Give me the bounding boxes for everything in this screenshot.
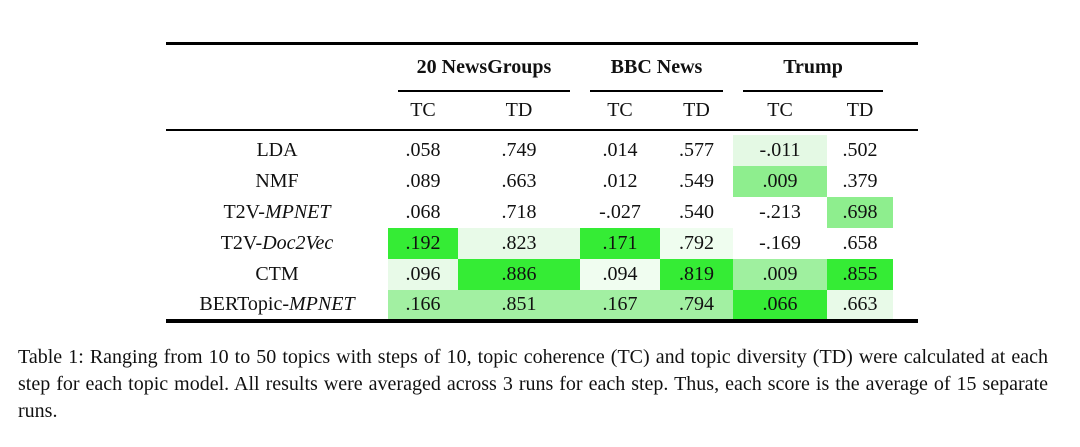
cmidrule-20newsgroups: 20 NewsGroups: [398, 45, 570, 92]
score-cell: .549: [679, 170, 714, 192]
score-cell: .192: [388, 228, 458, 259]
score-cell: .823: [458, 228, 580, 259]
results-table: 20 NewsGroups BBC News Trump: [166, 42, 919, 323]
spacer-cell: [893, 92, 919, 131]
score-cell: .792: [660, 228, 734, 259]
score-cell: .066: [733, 290, 828, 321]
model-name-prefix: T2V-: [220, 232, 263, 254]
spacer-cell: [893, 44, 918, 93]
score-cell: .663: [827, 290, 894, 321]
score-cell: .096: [388, 259, 458, 290]
score-cell: .166: [388, 290, 458, 321]
score-cell: .663: [501, 170, 537, 192]
subheader-20ng-tc: TC: [388, 92, 458, 131]
score-cell: .502: [842, 139, 878, 161]
score-cell: .855: [827, 259, 894, 290]
model-name: T2V-MPNET: [166, 197, 388, 228]
score-cell: .058: [405, 139, 441, 161]
model-name-prefix: NMF: [255, 170, 299, 192]
score-cell: .577: [679, 139, 714, 161]
score-cell: .167: [580, 290, 660, 321]
table-row: CTM .096.886.094.819.009.855: [166, 259, 918, 290]
score-cell: .658: [842, 232, 878, 254]
model-name-italic: MPNET: [264, 201, 331, 223]
model-name: CTM: [166, 259, 388, 290]
score-cell: .012: [602, 170, 638, 192]
sub-header-row: TC TD TC TD TC TD: [166, 92, 919, 131]
subheader-trump-td: TD: [827, 92, 894, 131]
score-cell: .698: [827, 197, 894, 228]
model-name-prefix: BERTopic-: [199, 293, 290, 315]
score-cell: .749: [501, 139, 537, 161]
score-cell: .379: [842, 170, 878, 192]
table-row: T2V-MPNET .068 .718 -.027 .540 -.213 .698: [166, 197, 918, 228]
subheader-trump-tc: TC: [733, 92, 828, 131]
group-label-bbc-news: BBC News: [610, 56, 703, 78]
model-column-header-empty: [166, 44, 388, 93]
group-label-trump: Trump: [783, 56, 843, 78]
score-cell: -.011: [733, 135, 828, 166]
score-cell: .540: [679, 201, 714, 223]
cmidrule-trump: Trump: [743, 45, 884, 92]
spacer-cell: [893, 228, 918, 259]
score-cell: .089: [405, 170, 441, 192]
spacer-cell: [893, 135, 918, 166]
model-name-prefix: T2V-: [223, 201, 265, 223]
cmidrule-bbc-news: BBC News: [590, 45, 724, 92]
score-cell: .171: [580, 228, 660, 259]
score-cell: .886: [458, 259, 580, 290]
score-cell: -.169: [759, 232, 801, 254]
model-name-prefix: LDA: [256, 139, 298, 161]
model-name-prefix: CTM: [255, 263, 299, 285]
spacer-cell: [893, 259, 918, 290]
spacer-cell: [893, 290, 918, 321]
spacer-cell: [893, 197, 918, 228]
model-name: BERTopic-MPNET: [166, 290, 388, 321]
score-cell: -.027: [599, 201, 641, 223]
group-header-row: 20 NewsGroups BBC News Trump: [166, 44, 918, 93]
score-cell: -.213: [759, 201, 801, 223]
group-header-20newsgroups: 20 NewsGroups: [388, 44, 580, 92]
score-cell: .851: [458, 290, 580, 321]
model-name-italic: Doc2Vec: [262, 232, 334, 254]
group-label-20newsgroups: 20 NewsGroups: [416, 56, 552, 78]
model-name: NMF: [166, 166, 388, 197]
model-name: LDA: [166, 135, 388, 166]
group-header-bbc-news: BBC News: [580, 44, 733, 92]
model-name-italic: MPNET: [289, 293, 355, 315]
score-cell: .718: [501, 201, 537, 223]
table-row: NMF .089 .663 .012 .549 .009 .379: [166, 166, 918, 197]
score-cell: .068: [405, 201, 441, 223]
score-cell: .794: [660, 290, 734, 321]
score-cell: .819: [660, 259, 734, 290]
score-cell: .009: [733, 259, 828, 290]
subheader-bbc-td: TD: [660, 92, 734, 131]
table-row: LDA .058 .749 .014 .577 -.011 .502: [166, 135, 918, 166]
topic-model-scores-table: 20 NewsGroups BBC News Trump: [166, 42, 919, 323]
subheader-20ng-td: TD: [458, 92, 580, 131]
table-row: T2V-Doc2Vec .192.823.171.792 -.169.658: [166, 228, 918, 259]
model-name: T2V-Doc2Vec: [166, 228, 388, 259]
score-cell: .009: [733, 166, 828, 197]
spacer-cell: [893, 166, 918, 197]
score-cell: .094: [580, 259, 660, 290]
group-header-trump: Trump: [733, 44, 893, 92]
score-cell: .014: [602, 139, 638, 161]
subheader-bbc-tc: TC: [580, 92, 660, 131]
table-caption: Table 1: Ranging from 10 to 50 topics wi…: [18, 346, 1048, 422]
table-row: BERTopic-MPNET .166.851.167.794.066.663: [166, 290, 918, 321]
spacer-cell: [166, 92, 388, 131]
